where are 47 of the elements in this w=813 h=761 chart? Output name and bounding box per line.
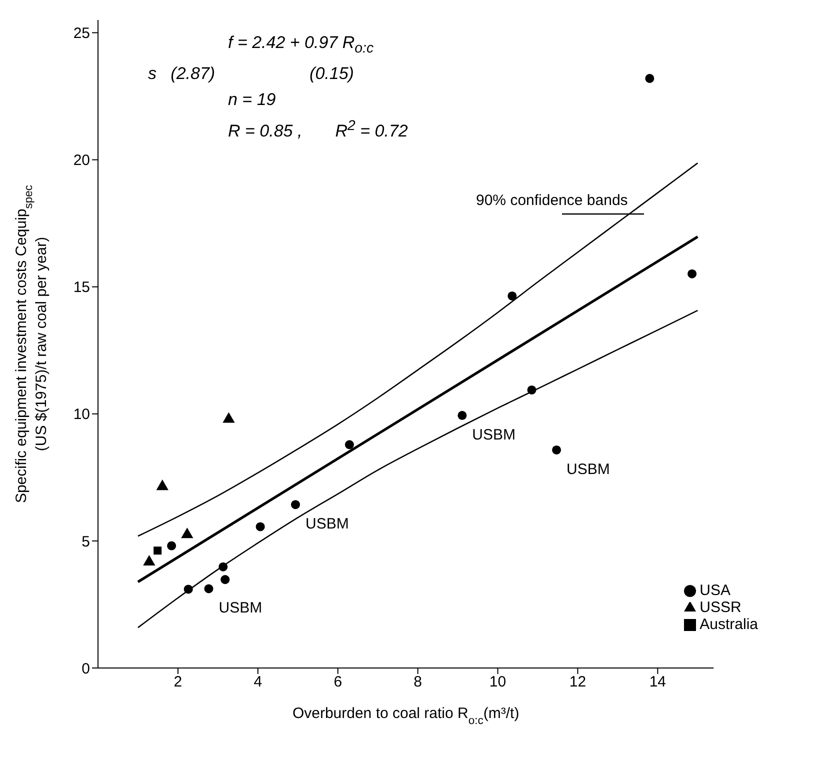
point [688, 269, 697, 278]
point [552, 445, 562, 454]
point [508, 291, 517, 300]
y-tick-label: 15 [73, 279, 90, 296]
annotation: USBM [566, 460, 610, 478]
x-tick-label: 2 [174, 674, 182, 691]
point [344, 440, 354, 450]
annotation: n = 19 [228, 89, 277, 112]
legend-label: Australia [700, 616, 758, 633]
point [458, 410, 467, 420]
point [154, 546, 162, 555]
line-series [137, 162, 698, 537]
x-axis-title: Overburden to coal ratio R$_{o:c}$(m³/t) [292, 705, 520, 727]
x-tick-label: 6 [334, 674, 342, 691]
x-tick-label: 14 [649, 674, 666, 691]
point [181, 528, 194, 538]
point [222, 412, 235, 423]
annotation: USBM [305, 516, 349, 533]
point [184, 584, 193, 594]
point [290, 500, 300, 510]
legend-label: USSR [700, 599, 742, 616]
annotation: f = 2.42 + 0.97 R$_{o:c}$ [228, 32, 375, 58]
point [143, 555, 156, 566]
annotation: R = 0.85 , R$^{2}$ = 0.72 [228, 117, 408, 144]
y-tick-label: 0 [82, 660, 90, 678]
x-tick-label: 8 [414, 674, 422, 691]
y-tick-label: 20 [73, 152, 90, 170]
point [204, 584, 214, 594]
point [167, 541, 176, 550]
y-tick-label: 10 [73, 406, 90, 424]
annotation: USBM [218, 600, 262, 617]
line-series [137, 310, 698, 628]
y-tick-label: 25 [73, 25, 90, 42]
annotation: s (2.87) (0.15) [148, 63, 355, 86]
legend-label: USA [700, 582, 730, 599]
y-tick-label: 5 [82, 533, 90, 550]
point [218, 562, 228, 572]
point [256, 522, 265, 532]
x-tick-label: 4 [254, 674, 262, 691]
x-tick-label: 10 [489, 674, 506, 691]
point [527, 385, 536, 394]
x-tick-label: 12 [569, 674, 586, 691]
annotation: 90% confidence bands [476, 192, 628, 209]
point [645, 74, 654, 83]
point [156, 480, 168, 490]
annotation: USBM [472, 426, 516, 444]
point [220, 575, 230, 584]
